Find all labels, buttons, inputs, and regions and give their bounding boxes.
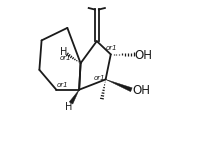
Text: H: H bbox=[60, 47, 67, 57]
Text: or1: or1 bbox=[94, 75, 106, 81]
Text: OH: OH bbox=[134, 49, 152, 62]
Polygon shape bbox=[106, 79, 132, 92]
Text: or1: or1 bbox=[56, 82, 68, 88]
Text: H: H bbox=[65, 102, 72, 112]
Polygon shape bbox=[69, 90, 79, 104]
Text: or1: or1 bbox=[106, 45, 117, 51]
Text: OH: OH bbox=[133, 84, 151, 97]
Text: or1: or1 bbox=[59, 55, 71, 61]
